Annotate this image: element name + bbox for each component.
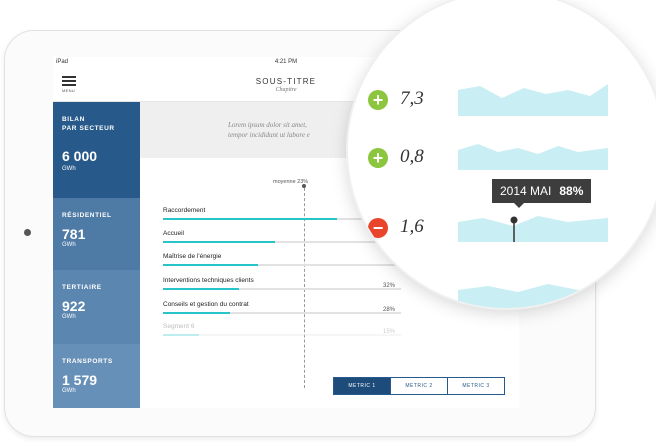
- hamburger-icon: [62, 84, 76, 86]
- segment-bar: [163, 241, 275, 243]
- sidebar-item-residentiel[interactable]: RÉSIDENTIEL 781 GWh: [53, 198, 140, 270]
- segment-track: [163, 241, 401, 243]
- segment-bar: [163, 218, 337, 220]
- menu-label: MENU: [62, 88, 75, 93]
- segment-percent: 32%: [383, 283, 396, 289]
- tooltip-date: 2014 MAI: [500, 184, 552, 198]
- sidebar-item-value: 1 579: [62, 372, 98, 388]
- segment-row[interactable]: Interventions techniques clients 32%: [163, 277, 403, 290]
- magnified-row: + 7,3: [348, 70, 656, 130]
- sidebar-item-unit: GWh: [62, 388, 76, 394]
- tab-metric-1[interactable]: METRIC 1: [334, 378, 390, 394]
- segment-row[interactable]: Conseils et gestion du contrat 28%: [163, 301, 403, 314]
- sidebar-item-value: 6 000: [62, 148, 98, 164]
- sidebar-item-transports[interactable]: TRANSPORTS 1 579 GWh: [53, 344, 140, 408]
- segment-label: Maîtrise de l'énergie: [163, 253, 222, 260]
- segment-track: [163, 218, 401, 220]
- magnified-value: 0,8: [400, 146, 424, 167]
- average-label: moyenne 23%: [273, 179, 309, 185]
- segment-bar: [163, 264, 259, 266]
- sparkline-point[interactable]: [510, 216, 518, 224]
- segment-bar: [163, 288, 240, 290]
- sidebar-item-value: 922: [62, 298, 86, 314]
- status-time: 4:21 PM: [274, 59, 298, 65]
- tooltip-pointer: [514, 203, 524, 208]
- magnified-row: − 1,6: [348, 206, 656, 266]
- segment-track: [163, 334, 401, 336]
- sidebar-item-unit: GWh: [62, 166, 76, 172]
- sidebar-item-label: TERTIAIRE: [62, 284, 102, 291]
- magnified-row: + 0,8: [348, 136, 656, 196]
- segment-label: Raccordement: [163, 207, 206, 214]
- intro-text: tempor incididunt ut labore e: [228, 131, 310, 139]
- segment-row[interactable]: Raccordement: [163, 207, 403, 220]
- page-title: SOUS-TITRE: [255, 77, 317, 86]
- sector-sidebar: BILAN PAR SECTEUR 6 000 GWh RÉSIDENTIEL 7…: [53, 102, 140, 408]
- sidebar-item-unit: GWh: [62, 242, 76, 248]
- segment-bar: [163, 334, 199, 336]
- device-label: iPad: [56, 59, 69, 65]
- plus-icon: +: [368, 90, 388, 110]
- plus-icon: +: [368, 148, 388, 168]
- segment-track: [163, 288, 401, 290]
- metric-tabs: METRIC 1 METRIC 2 METRIC 3: [333, 377, 505, 395]
- magnified-value: 7,3: [400, 88, 424, 109]
- segment-label: Accueil: [163, 230, 184, 237]
- average-marker: [301, 184, 306, 188]
- tab-metric-2[interactable]: METRIC 2: [390, 378, 447, 394]
- sidebar-item-label: TRANSPORTS: [62, 358, 113, 365]
- tablet-camera: [24, 229, 31, 236]
- magnified-row-partial: [348, 278, 656, 308]
- menu-button[interactable]: MENU: [62, 76, 76, 93]
- sidebar-item-label: BILAN: [62, 116, 85, 123]
- sidebar-item-label: RÉSIDENTIEL: [62, 212, 112, 219]
- sidebar-item-tertiaire[interactable]: TERTIAIRE 922 GWh: [53, 270, 140, 344]
- magnifier-lens: + 7,3 + 0,8 2014 MAI 88% − 1,6: [348, 0, 656, 308]
- page-subtitle: Chapitre: [275, 87, 297, 93]
- segment-bar: [163, 312, 230, 314]
- sparkline-area: [458, 84, 608, 116]
- segment-row[interactable]: Maîtrise de l'énergie: [163, 253, 403, 266]
- segment-label: Conseils et gestion du contrat: [163, 301, 249, 308]
- data-tooltip: 2014 MAI 88%: [492, 179, 592, 203]
- sidebar-item-value: 781: [62, 226, 86, 242]
- segment-row[interactable]: Segment 6 15%: [163, 323, 403, 336]
- segment-label: Segment 6: [163, 323, 195, 330]
- sidebar-item-bilan[interactable]: BILAN PAR SECTEUR 6 000 GWh: [53, 102, 140, 198]
- sparkline-area: [458, 216, 608, 242]
- sparkline-area: [458, 284, 608, 308]
- hamburger-icon: [62, 76, 76, 78]
- tooltip-value: 88%: [559, 184, 584, 198]
- sidebar-item-label: PAR SECTEUR: [62, 125, 115, 132]
- tab-metric-3[interactable]: METRIC 3: [447, 378, 504, 394]
- sparkline-area: [458, 144, 608, 170]
- segment-percent: 15%: [383, 329, 396, 335]
- segment-percent: 28%: [383, 307, 396, 313]
- segment-row[interactable]: Accueil: [163, 230, 403, 243]
- magnified-value: 1,6: [400, 216, 424, 237]
- minus-icon: −: [368, 218, 388, 238]
- intro-text: Lorem ipsum dolor sit amet,: [228, 121, 307, 129]
- segment-track: [163, 312, 401, 314]
- status-bar: iPad 4:21 PM: [53, 57, 519, 68]
- hamburger-icon: [62, 80, 76, 82]
- segment-label: Interventions techniques clients: [163, 277, 254, 284]
- segment-track: [163, 264, 401, 266]
- sidebar-item-unit: GWh: [62, 314, 76, 320]
